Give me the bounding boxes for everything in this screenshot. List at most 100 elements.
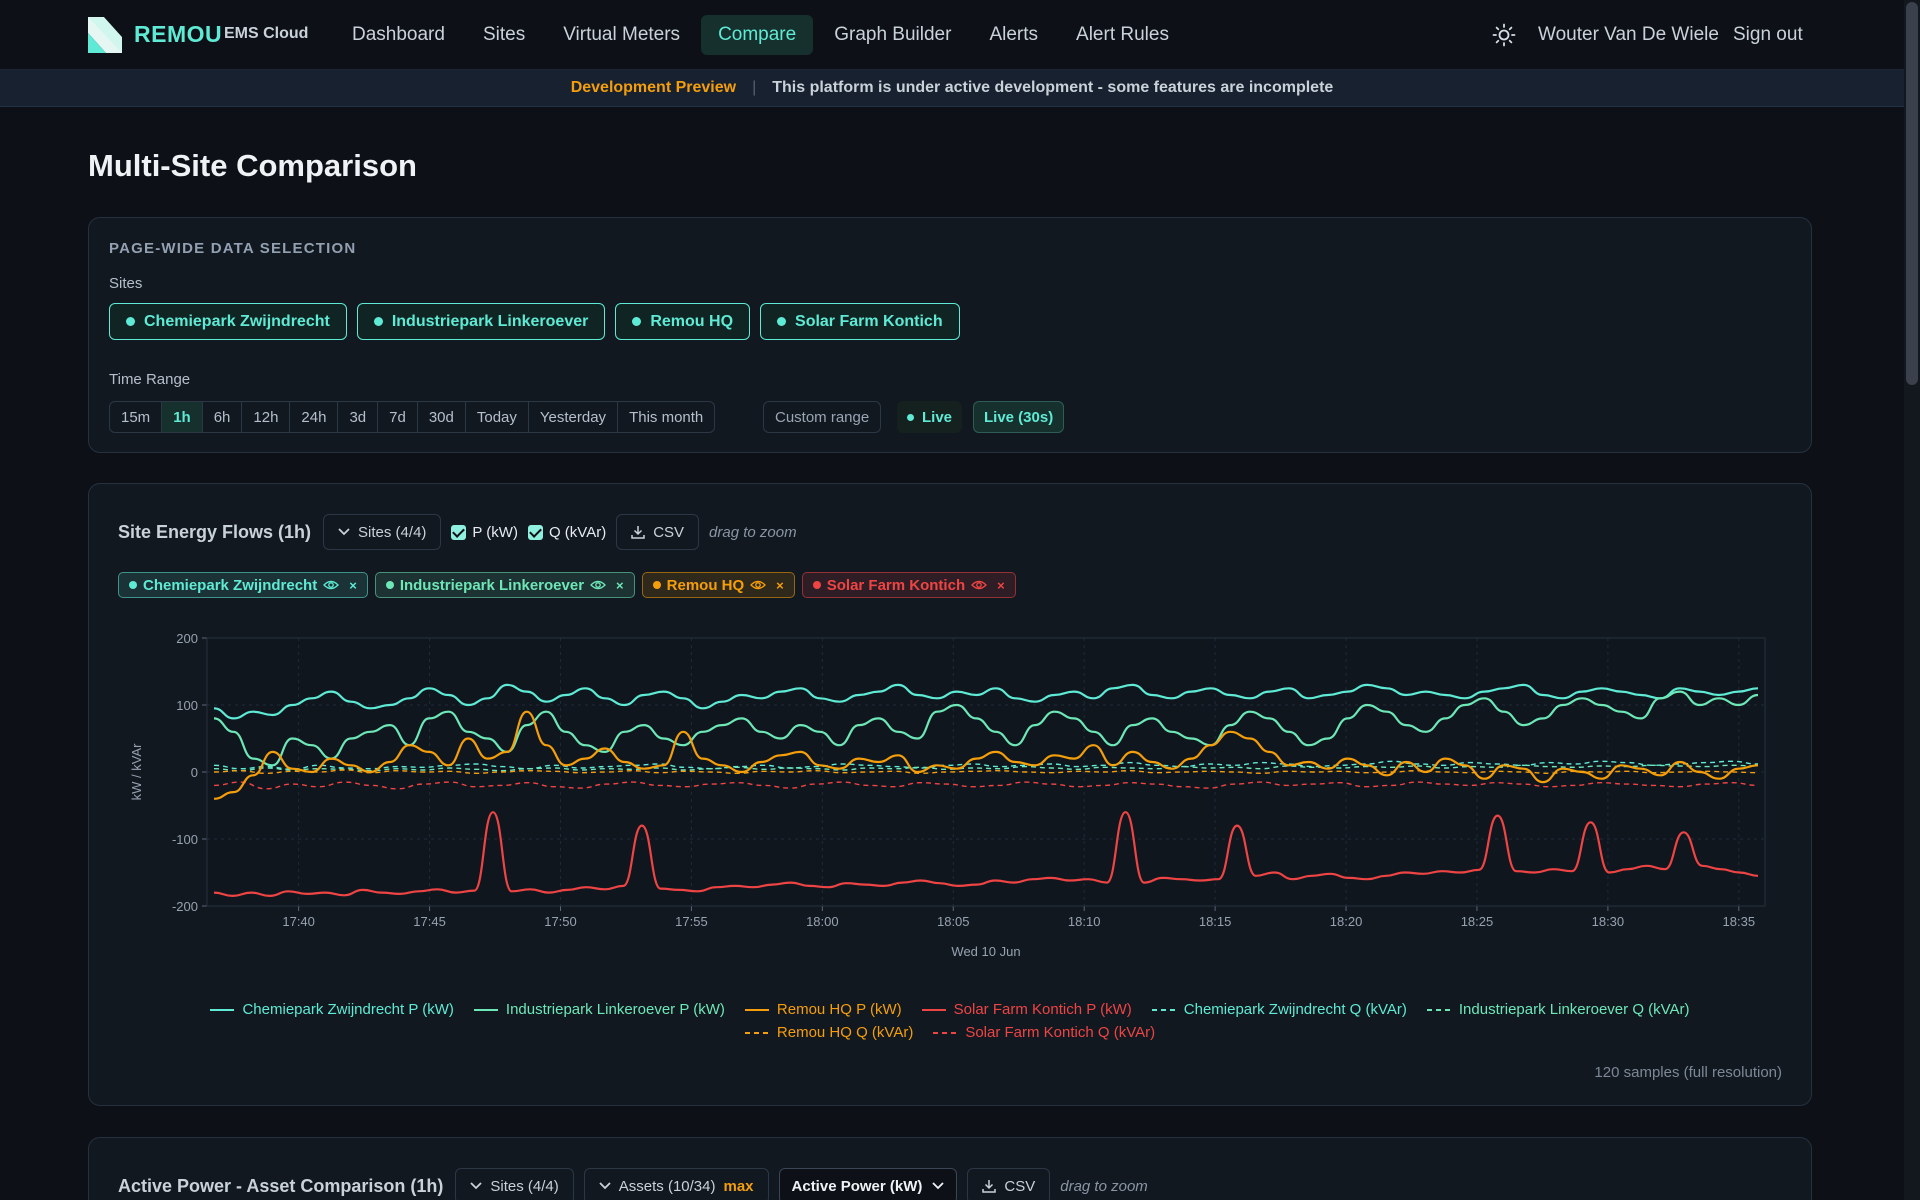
series-dot <box>812 581 821 589</box>
asset-sites-dropdown-button[interactable]: Sites (4/4) <box>455 1168 574 1200</box>
scrollbar-thumb[interactable] <box>1906 2 1918 385</box>
nav-graph-builder[interactable]: Graph Builder <box>834 24 952 45</box>
x-tick-label: 18:00 <box>806 914 839 929</box>
series-chip-label: Chemiepark Zwijndrecht <box>143 576 318 594</box>
plot-border <box>206 637 1766 907</box>
chart-toolbar: Site Energy Flows (1h) Sites (4/4) P (kW… <box>118 514 797 550</box>
series-line[interactable] <box>213 811 1759 897</box>
brand-name[interactable]: REMOU <box>134 21 223 47</box>
series-line[interactable] <box>213 683 1759 720</box>
range-3d[interactable]: 3d <box>338 402 379 432</box>
range-1h[interactable]: 1h <box>162 402 203 432</box>
site-chip-chemiepark[interactable]: Chemiepark Zwijndrecht <box>109 303 347 340</box>
remove-series-icon[interactable]: × <box>997 577 1005 593</box>
series-line[interactable] <box>213 781 1759 790</box>
chevron-down-icon <box>470 1182 483 1190</box>
metric-select[interactable]: Active Power (kW) <box>778 1168 958 1200</box>
series-chip-label: Solar Farm Kontich <box>826 576 966 594</box>
nav-alert-rules[interactable]: Alert Rules <box>1076 24 1169 45</box>
q-checkbox-label: Q (kVAr) <box>548 523 607 541</box>
legend-swatch <box>744 1008 769 1011</box>
custom-range-button[interactable]: Custom range <box>763 401 882 433</box>
range-yesterday[interactable]: Yesterday <box>529 402 619 432</box>
series-line[interactable] <box>213 760 1759 770</box>
checkbox-checked[interactable] <box>527 524 543 540</box>
x-tick-label: 18:10 <box>1068 914 1101 929</box>
series-dot <box>385 581 394 589</box>
legend-item[interactable]: Industriepark Linkeroever P (kW) <box>473 1001 725 1018</box>
legend-item[interactable]: Remou HQ P (kW) <box>744 1001 902 1018</box>
range-30d[interactable]: 30d <box>418 402 466 432</box>
legend-item[interactable]: Chemiepark Zwijndrecht P (kW) <box>210 1001 454 1018</box>
site-chip-solar-farm[interactable]: Solar Farm Kontich <box>760 303 960 340</box>
x-tick-label: 18:35 <box>1723 914 1756 929</box>
legend-label: Chemiepark Zwijndrecht P (kW) <box>242 1001 454 1018</box>
top-nav: REMOU EMS Cloud Dashboard Sites Virtual … <box>0 0 1904 70</box>
eye-icon[interactable] <box>323 579 340 591</box>
live-toggle[interactable]: Live <box>897 401 963 433</box>
legend-swatch <box>1151 1008 1176 1011</box>
series-chip[interactable]: Industriepark Linkeroever × <box>374 572 635 598</box>
asset-chart-title: Active Power - Asset Comparison (1h) <box>118 1175 444 1196</box>
legend-item[interactable]: Solar Farm Kontich P (kW) <box>921 1001 1132 1018</box>
eye-icon[interactable] <box>971 579 988 591</box>
nav-virtual-meters[interactable]: Virtual Meters <box>563 24 681 45</box>
sign-out-button[interactable]: Sign out <box>1733 24 1803 45</box>
series-chip[interactable]: Solar Farm Kontich × <box>801 572 1016 598</box>
p-checkbox-label: P (kW) <box>472 523 518 541</box>
legend-item[interactable]: Industriepark Linkeroever Q (kVAr) <box>1426 1001 1690 1018</box>
sites-dropdown-label: Sites (4/4) <box>358 523 427 541</box>
legend-item[interactable]: Chemiepark Zwijndrecht Q (kVAr) <box>1151 1001 1407 1018</box>
series-chip[interactable]: Remou HQ × <box>641 572 795 598</box>
site-chip-remou-hq[interactable]: Remou HQ <box>615 303 751 340</box>
assets-dropdown-button[interactable]: Assets (10/34) max <box>583 1168 769 1200</box>
page-title: Multi-Site Comparison <box>88 148 417 183</box>
sites-dropdown-button[interactable]: Sites (4/4) <box>323 514 442 550</box>
range-12h[interactable]: 12h <box>242 402 291 432</box>
range-this-month[interactable]: This month <box>629 408 704 426</box>
series-line[interactable] <box>213 690 1759 767</box>
chevron-down-icon <box>932 1182 945 1190</box>
live-dot <box>907 413 914 421</box>
eye-icon[interactable] <box>590 579 606 591</box>
series-dot <box>652 581 661 589</box>
nav-sites[interactable]: Sites <box>482 24 526 45</box>
site-chip-label: Remou HQ <box>650 312 734 330</box>
nav-alerts[interactable]: Alerts <box>989 24 1039 45</box>
nav-dashboard[interactable]: Dashboard <box>352 24 445 45</box>
series-line[interactable] <box>213 769 1759 774</box>
remove-series-icon[interactable]: × <box>776 577 784 593</box>
x-tick-label: 17:40 <box>282 914 315 929</box>
p-checkbox[interactable]: P (kW) <box>451 524 518 541</box>
user-name[interactable]: Wouter Van De Wiele <box>1538 24 1719 45</box>
asset-csv-export-button[interactable]: CSV <box>967 1168 1051 1200</box>
legend-label: Remou HQ Q (kVAr) <box>776 1024 914 1041</box>
y-tick-label: -100 <box>172 832 198 847</box>
range-today[interactable]: Today <box>466 402 529 432</box>
remove-series-icon[interactable]: × <box>349 577 357 593</box>
csv-export-button[interactable]: CSV <box>616 514 700 550</box>
download-icon <box>982 1180 997 1193</box>
series-line[interactable] <box>213 710 1759 800</box>
remou-logo[interactable] <box>88 17 122 53</box>
series-chip[interactable]: Chemiepark Zwijndrecht × <box>118 572 368 598</box>
max-badge: max <box>723 1177 754 1195</box>
range-15m[interactable]: 15m <box>110 402 163 432</box>
range-7d[interactable]: 7d <box>378 402 418 432</box>
q-checkbox[interactable]: Q (kVAr) <box>527 523 607 541</box>
range-24h[interactable]: 24h <box>290 402 339 432</box>
legend-item[interactable]: Solar Farm Kontich Q (kVAr) <box>933 1024 1155 1041</box>
x-tick-label: 18:05 <box>937 914 970 929</box>
site-chip-industriepark[interactable]: Industriepark Linkeroever <box>356 303 606 340</box>
theme-toggle-sun-icon[interactable] <box>1492 23 1516 47</box>
energy-flow-chart[interactable]: 17:40 17:45 17:50 17:55 18:00 18:05 18:10 18:15… <box>118 624 1786 994</box>
live-interval-button[interactable]: Live (30s) <box>973 401 1065 433</box>
eye-icon[interactable] <box>750 579 767 591</box>
range-6h[interactable]: 6h <box>203 402 243 432</box>
remove-series-icon[interactable]: × <box>616 577 624 593</box>
data-selection-panel: PAGE-WIDE DATA SELECTION Sites Chemiepar… <box>88 217 1812 453</box>
nav-compare[interactable]: Compare <box>701 15 814 55</box>
legend-item[interactable]: Remou HQ Q (kVAr) <box>744 1024 914 1041</box>
checkbox-checked[interactable] <box>451 524 467 540</box>
legend-label: Remou HQ P (kW) <box>776 1001 902 1018</box>
